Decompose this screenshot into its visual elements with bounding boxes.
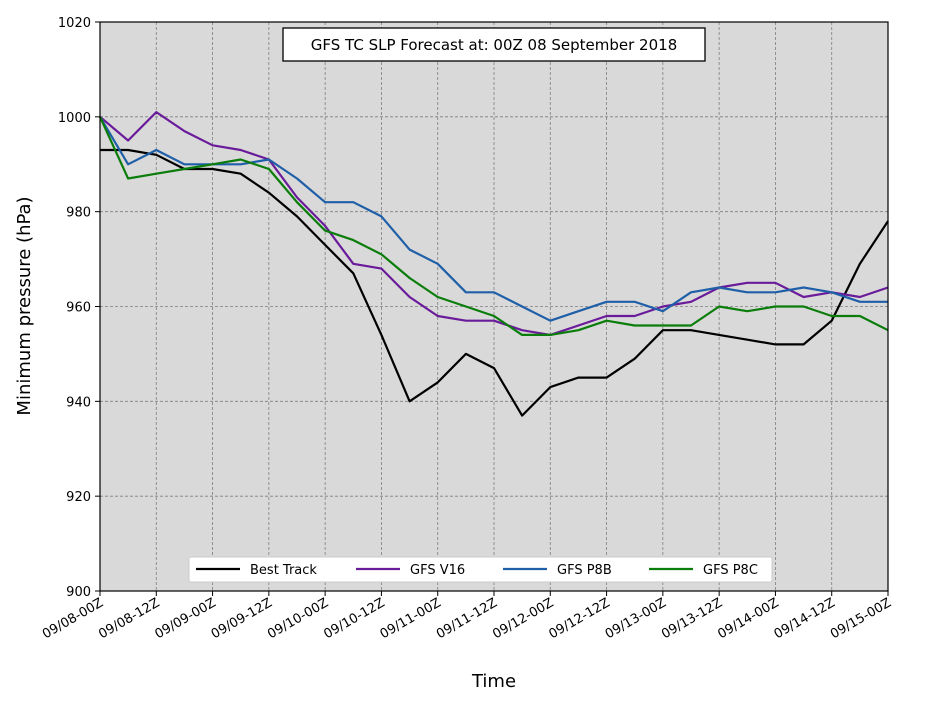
- y-tick-label: 920: [66, 490, 91, 505]
- x-tick-label: 09/12-00Z: [490, 595, 556, 642]
- legend-frame: [188, 556, 773, 583]
- legend-label: GFS P8C: [703, 563, 758, 578]
- y-axis-title: Minimum pressure (hPa): [14, 196, 35, 415]
- x-tick-label: 09/10-00Z: [265, 595, 331, 642]
- x-tick-label: 09/13-12Z: [659, 595, 725, 642]
- x-tick-label: 09/11-12Z: [434, 595, 500, 642]
- y-tick-label: 900: [66, 585, 91, 600]
- series-line-3: [98, 116, 889, 336]
- legend: Best Track GFS V16 GFS P8B GFS P8C: [188, 556, 773, 583]
- legend-label: Best Track: [250, 563, 317, 578]
- series-line-1: [99, 110, 889, 336]
- chart-title: GFS TC SLP Forecast at: 00Z 08 September…: [311, 36, 677, 54]
- y-tick-label: 1020: [58, 16, 91, 31]
- y-axis: 900 920 940 960 980 1000 1020: [58, 16, 100, 600]
- series-line-0: [100, 148, 889, 417]
- series-layer: [98, 110, 889, 417]
- legend-label: GFS P8B: [557, 563, 612, 578]
- y-tick-label: 980: [66, 206, 91, 221]
- x-tick-label: 09/08-12Z: [96, 595, 162, 642]
- x-tick-label: 09/09-12Z: [209, 595, 275, 642]
- y-tick-label: 940: [66, 395, 91, 410]
- x-tick-label: 09/12-12Z: [547, 595, 613, 642]
- x-tick-label: 09/08-00Z: [40, 595, 106, 642]
- series-line-2: [99, 116, 888, 322]
- x-tick-label: 09/15-00Z: [828, 595, 894, 642]
- y-tick-label: 1000: [58, 111, 91, 126]
- chart-title-box: GFS TC SLP Forecast at: 00Z 08 September…: [282, 27, 706, 62]
- x-axis: 09/08-00Z09/08-12Z09/09-00Z09/09-12Z09/1…: [40, 591, 894, 642]
- x-tick-label: 09/14-12Z: [772, 595, 838, 642]
- title-frame: [282, 27, 706, 62]
- legend-label: GFS V16: [410, 563, 465, 578]
- y-tick-label: 960: [66, 301, 91, 316]
- x-tick-label: 09/09-00Z: [153, 595, 219, 642]
- x-axis-title: Time: [471, 671, 516, 692]
- x-tick-label: 09/11-00Z: [378, 595, 444, 642]
- x-tick-label: 09/14-00Z: [715, 595, 781, 642]
- x-tick-label: 09/13-00Z: [603, 595, 669, 642]
- x-tick-label: 09/10-12Z: [321, 595, 387, 642]
